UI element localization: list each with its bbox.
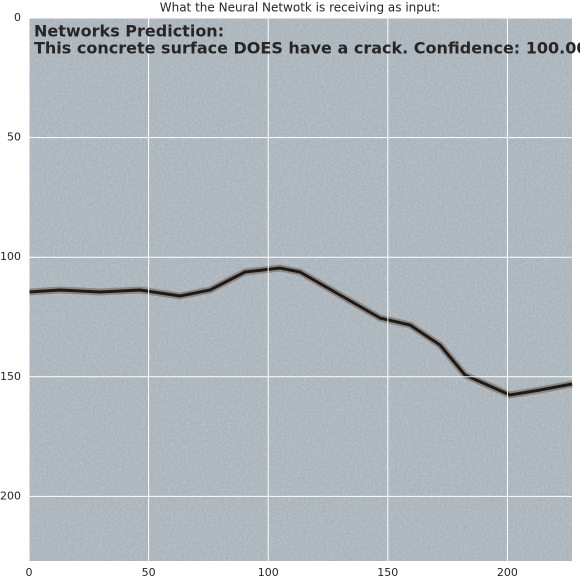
y-tick-label: 100 (0, 250, 21, 263)
x-tick-label: 0 (26, 566, 33, 579)
x-tick-label: 100 (258, 566, 279, 579)
prediction-text: This concrete surface DOES have a crack.… (34, 39, 580, 58)
x-tick-label: 200 (497, 566, 518, 579)
x-tick-label: 150 (377, 566, 398, 579)
input-image (28, 18, 573, 561)
x-tick-label: 50 (142, 566, 156, 579)
prediction-text: Networks Prediction: (34, 22, 224, 41)
y-tick-label: 0 (14, 11, 21, 24)
chart-title: What the Neural Netwotk is receiving as … (160, 1, 441, 15)
crack (28, 266, 573, 397)
y-tick-label: 150 (0, 370, 21, 383)
y-tick-label: 50 (7, 131, 21, 144)
y-tick-label: 200 (0, 489, 21, 502)
